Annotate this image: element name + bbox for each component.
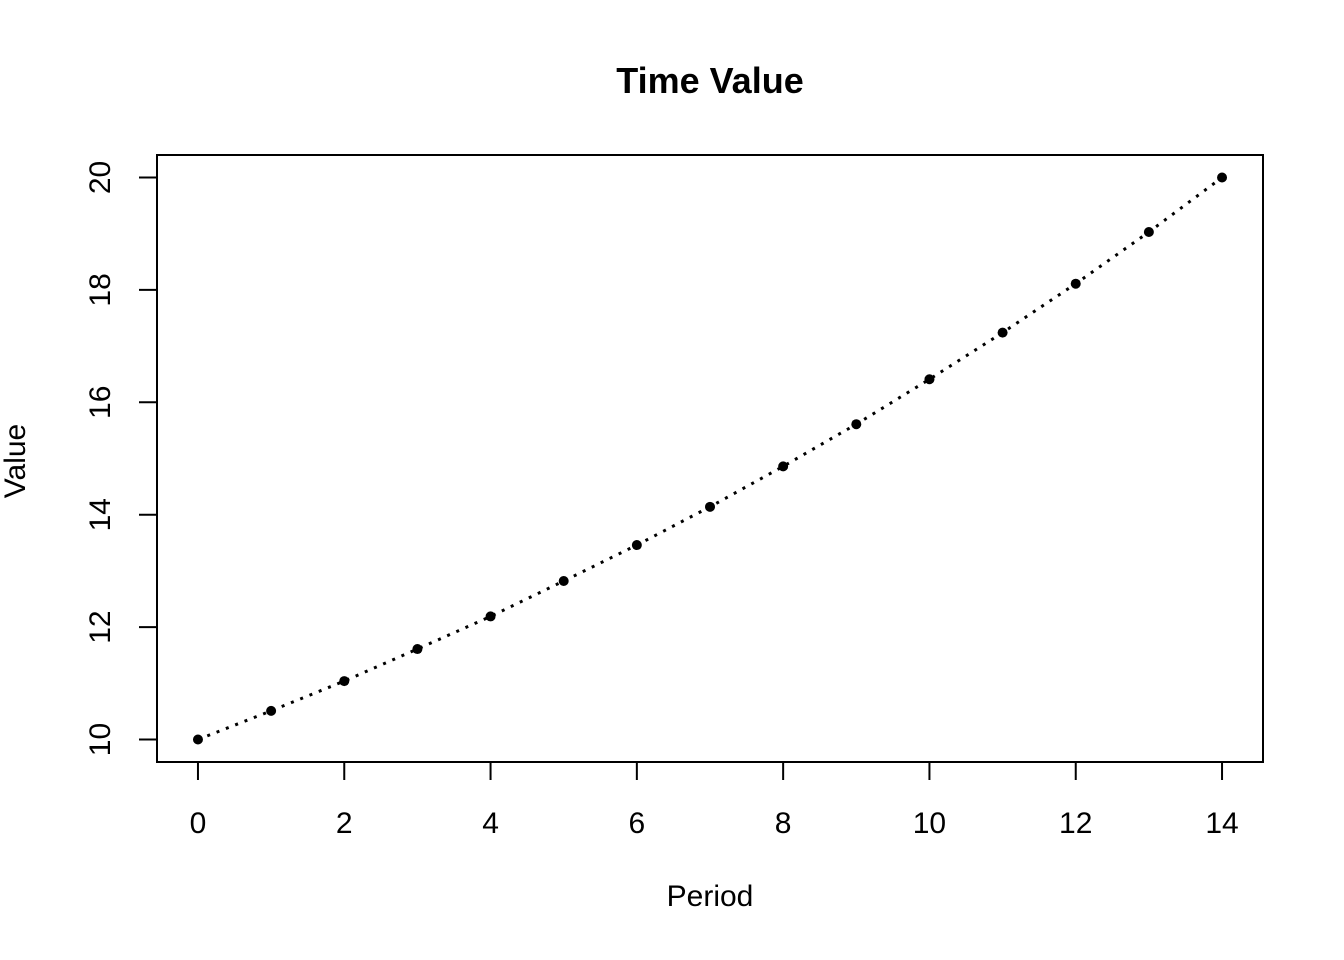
data-point — [997, 327, 1008, 338]
chart-title: Time Value — [616, 60, 804, 101]
x-tick-label: 0 — [190, 807, 207, 840]
x-tick-label: 14 — [1205, 807, 1238, 840]
data-point — [1143, 226, 1154, 237]
y-tick-label: 10 — [84, 723, 117, 756]
data-point — [705, 501, 715, 512]
y-tick-label: 20 — [84, 161, 117, 194]
data-point — [778, 461, 789, 472]
data-point — [851, 419, 862, 430]
x-tick-label: 10 — [913, 807, 946, 840]
data-point — [192, 734, 203, 745]
data-point — [924, 374, 935, 385]
data-point — [558, 576, 569, 587]
data-line — [197, 176, 1223, 741]
x-tick-label: 4 — [482, 807, 499, 840]
y-tick-label: 18 — [84, 273, 117, 306]
x-tick-label: 2 — [336, 807, 353, 840]
y-tick-label: 12 — [84, 610, 117, 643]
data-point — [266, 705, 277, 716]
data-point — [631, 540, 642, 551]
x-tick-label: 8 — [775, 807, 792, 840]
data-point — [339, 676, 350, 687]
x-tick-label: 6 — [629, 807, 646, 840]
data-point — [412, 644, 423, 655]
x-tick-label: 12 — [1059, 807, 1092, 840]
data-point — [1070, 278, 1081, 289]
data-point — [1217, 172, 1228, 183]
plot-box — [156, 154, 1264, 763]
y-axis-title: Value — [0, 423, 32, 499]
x-axis-title: Period — [666, 880, 754, 913]
y-tick-label: 16 — [84, 386, 117, 419]
data-point — [485, 611, 496, 622]
y-tick-label: 14 — [84, 498, 117, 531]
